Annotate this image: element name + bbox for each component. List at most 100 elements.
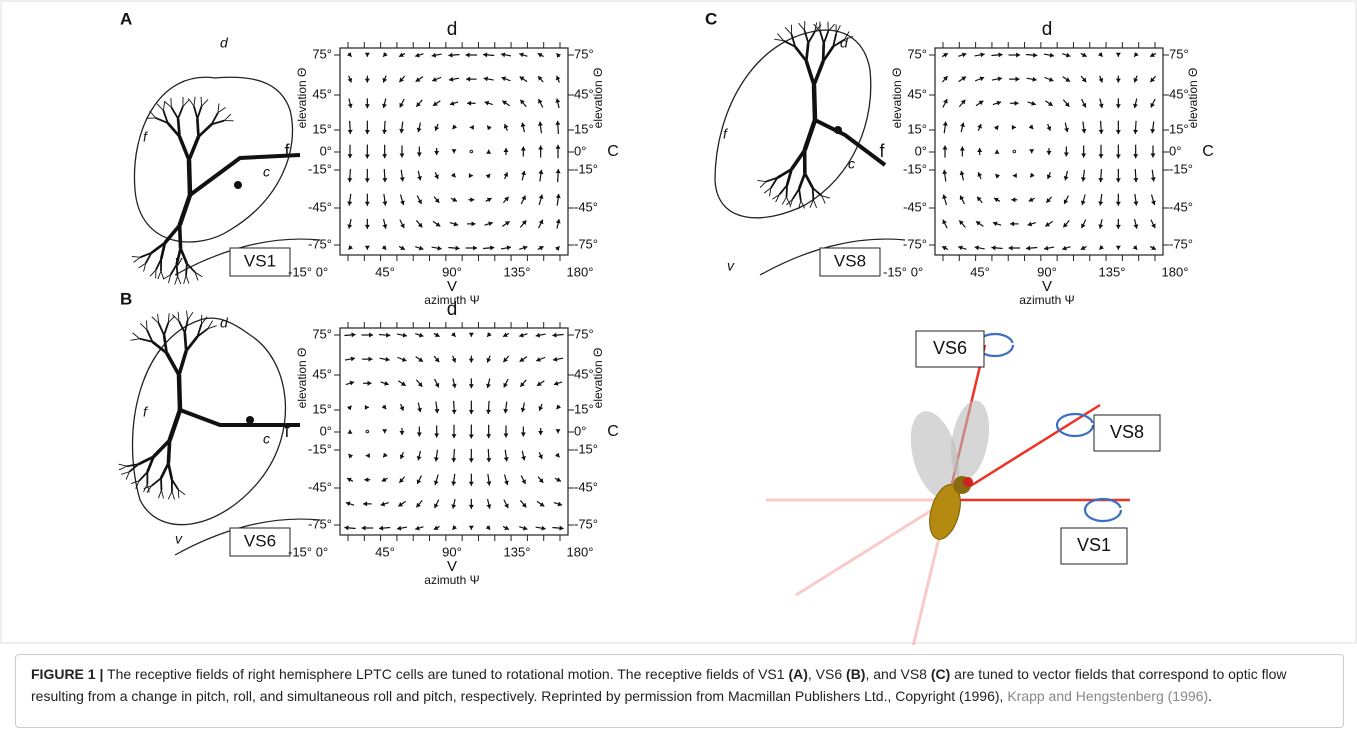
dendrite: [168, 274, 172, 284]
dendrite: [210, 112, 219, 125]
flow-arrowhead: [364, 201, 370, 206]
flow-arrowhead: [504, 503, 509, 509]
neuron-label: f: [143, 129, 149, 145]
flow-arrowhead: [486, 504, 492, 509]
y-tick-label: 75°: [574, 326, 594, 341]
flow-arrowhead: [364, 52, 370, 57]
dendrite: [140, 251, 152, 259]
flow-arrowhead: [959, 170, 965, 176]
dendrite: [765, 176, 778, 183]
flow-arrowhead: [468, 173, 473, 179]
dendrite: [807, 31, 816, 44]
flow-arrowhead: [453, 221, 459, 227]
flow-arrowhead: [1133, 103, 1138, 109]
flow-arrowhead: [417, 382, 423, 387]
neuron-label: c: [848, 156, 855, 172]
flow-arrowhead: [364, 224, 370, 229]
flow-arrowhead: [382, 77, 388, 83]
dendrite: [811, 84, 818, 121]
neuron-label: d: [840, 35, 849, 51]
dendrite: [770, 177, 779, 189]
flow-arrowhead: [503, 172, 509, 177]
caption-text: , VS6: [807, 666, 847, 682]
flow-arrowhead: [521, 479, 526, 485]
flow-arrowhead: [1029, 149, 1035, 154]
flow-arrowhead: [381, 404, 387, 410]
dendrite: [178, 320, 186, 334]
flow-arrowhead: [1081, 223, 1086, 229]
flow-arrowhead: [504, 525, 509, 530]
y-tick-label: 75°: [574, 46, 594, 61]
dendrite: [197, 123, 213, 138]
flow-arrowhead: [432, 101, 438, 106]
flow-arrowhead: [1115, 130, 1121, 135]
flow-arrowhead: [434, 433, 440, 438]
x-tick-label: -15°: [883, 264, 907, 279]
flow-arrowhead: [351, 332, 356, 338]
dendrite: [843, 31, 850, 40]
flow-arrowhead: [384, 380, 389, 386]
dendrite: [167, 313, 170, 323]
flow-arrowhead: [346, 405, 352, 411]
neuron-label: f: [143, 404, 149, 420]
flow-arrowhead: [486, 481, 492, 486]
flow-arrowhead: [1080, 177, 1086, 182]
flow-arrowhead: [364, 178, 370, 183]
flow-arrowhead: [552, 332, 557, 338]
flow-arrowhead: [347, 77, 353, 83]
dendrite: [176, 374, 183, 411]
flow-arrowhead: [465, 52, 470, 58]
flow-arrowhead: [1098, 103, 1104, 109]
dendrite: [170, 106, 179, 120]
flow-arrowhead: [364, 78, 370, 83]
dendrite: [162, 101, 166, 111]
flow-arrowhead: [538, 406, 544, 411]
flow-arrowhead: [557, 501, 563, 507]
flow-arrowhead: [437, 245, 442, 251]
flow-arrowhead: [522, 245, 528, 251]
flow-arrowhead: [520, 382, 525, 387]
neuron-label: v: [175, 531, 183, 547]
neuron-outline: [133, 76, 294, 243]
x-tick-label: 135°: [504, 264, 531, 279]
x-axis-title: azimuth Ψ: [424, 573, 479, 587]
dendrite: [193, 96, 196, 107]
cell-name: VS8: [834, 251, 866, 270]
flow-arrowhead: [555, 193, 561, 199]
flow-arrowhead: [468, 410, 474, 415]
flow-arrowhead: [1064, 102, 1070, 107]
dendrite: [772, 194, 780, 200]
flow-arrowhead: [347, 178, 353, 183]
flow-arrowhead: [1046, 126, 1052, 131]
flow-arrowhead: [452, 197, 457, 202]
dendrite: [813, 23, 821, 32]
dendrite: [194, 272, 199, 281]
flow-arrowhead: [401, 357, 407, 362]
dendrite: [786, 196, 791, 206]
y-tick-label: 0°: [915, 143, 927, 158]
soma: [246, 416, 254, 424]
flow-arrowhead: [365, 453, 370, 459]
flow-arrowhead: [348, 453, 354, 459]
dendrite: [201, 316, 208, 325]
flow-arrowhead: [416, 102, 421, 107]
dendrite: [118, 463, 128, 467]
rotation-arrow: [1055, 412, 1095, 438]
flow-arrowhead: [1133, 178, 1139, 183]
flow-arrowhead: [1115, 52, 1121, 57]
flow-arrowhead: [554, 452, 560, 458]
y-tick-label: 75°: [1169, 46, 1189, 61]
flow-arrowhead: [1080, 245, 1086, 250]
axis-direction: V: [447, 558, 457, 575]
dendrite: [177, 225, 183, 249]
flow-arrowhead: [468, 434, 474, 439]
flow-arrowhead: [1099, 245, 1105, 250]
flow-dot: [365, 429, 370, 434]
citation-link[interactable]: Krapp and Hengstenberg (1996): [1007, 688, 1209, 704]
flow-arrowhead: [347, 201, 353, 206]
flow-arrowhead: [541, 525, 546, 531]
neuron-drawing: [131, 76, 321, 285]
flow-arrowhead: [1028, 124, 1034, 130]
soma: [234, 181, 242, 189]
